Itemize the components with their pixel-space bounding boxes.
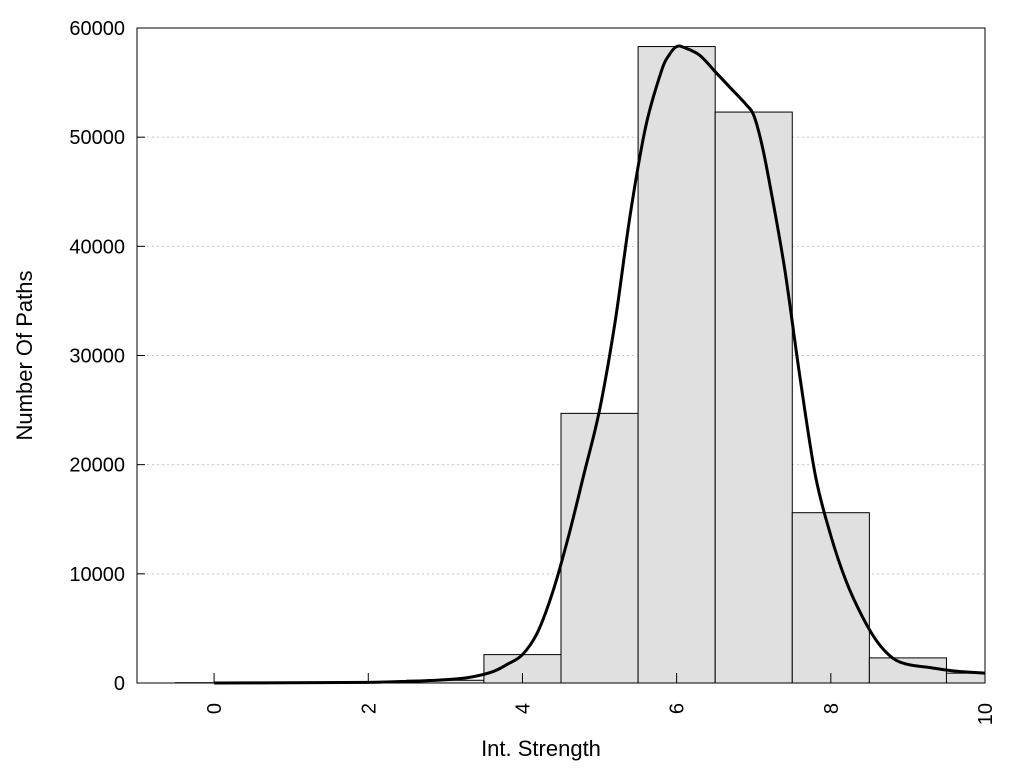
x-tick-label-6: 6 (667, 703, 689, 714)
y-tick-label-50000: 50000 (69, 127, 125, 149)
x-tick-label-10: 10 (975, 703, 997, 725)
x-tick-label-2: 2 (358, 703, 380, 714)
histogram-bars (175, 46, 986, 684)
y-tick-label-60000: 60000 (69, 18, 125, 40)
x-axis-ticks: 0 2 4 6 8 10 (204, 673, 997, 725)
x-tick-label-8: 8 (821, 703, 843, 714)
y-tick-label-20000: 20000 (69, 455, 125, 477)
y-axis-title: Number Of Paths (12, 271, 37, 441)
bar-9 (868, 657, 947, 684)
density-curve (214, 44, 986, 685)
bar-5 (560, 412, 639, 684)
y-tick-label-10000: 10000 (69, 564, 125, 586)
x-tick-label-0: 0 (204, 703, 226, 714)
x-axis-title: Int. Strength (481, 736, 601, 761)
y-tick-label-30000: 30000 (69, 346, 125, 368)
bar-8 (791, 512, 870, 684)
bar-6 (637, 46, 716, 684)
y-axis-ticks: 0 10000 20000 30000 40000 50000 60000 (69, 18, 145, 695)
x-tick-label-4: 4 (512, 703, 534, 714)
bar-7 (714, 111, 793, 684)
y-tick-label-0: 0 (114, 673, 125, 695)
bar-10 (945, 672, 986, 684)
y-tick-label-40000: 40000 (69, 236, 125, 258)
density-curve-layer (214, 44, 986, 685)
